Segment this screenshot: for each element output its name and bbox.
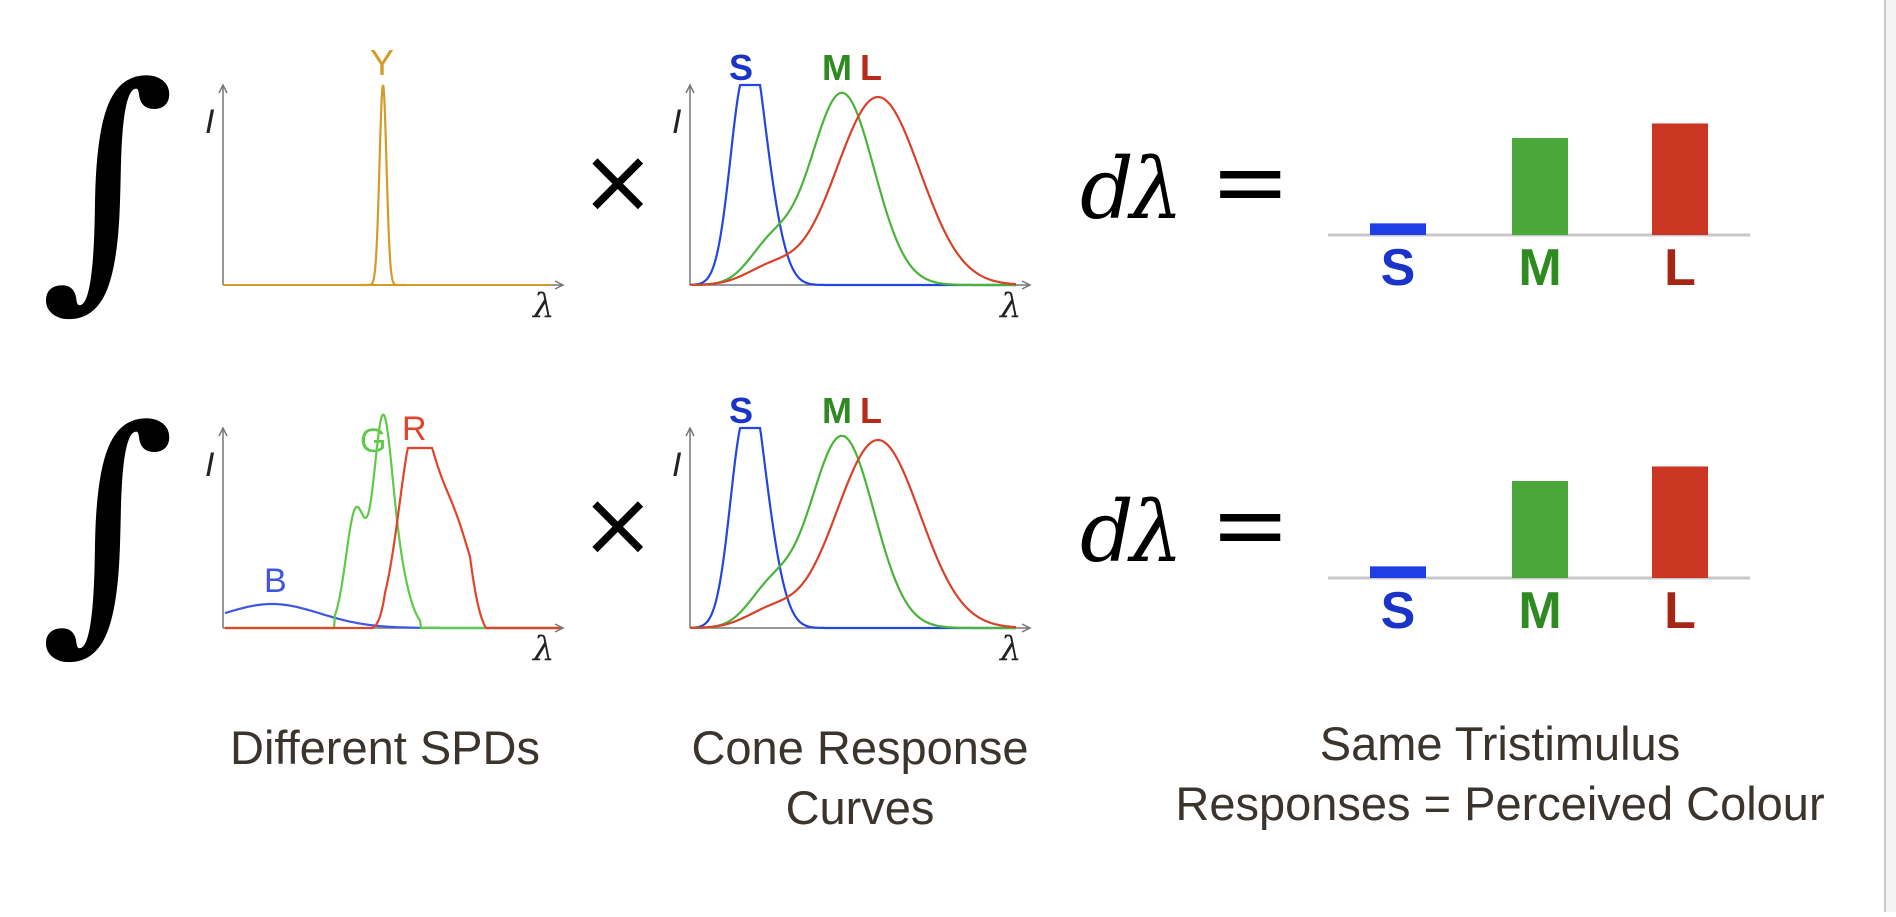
equals-symbol-2: = — [1210, 469, 1290, 581]
cone-l-label-2: L — [860, 390, 882, 431]
lambda-symbol-1: λ — [1127, 140, 1183, 238]
spd-y-label: Y — [370, 42, 394, 83]
cone-s-curve-1 — [689, 83, 1016, 287]
tristimulus-bar-s-1 — [1370, 223, 1426, 235]
spd-y-curve — [360, 84, 406, 287]
caption-cones-line2: Curves — [785, 781, 935, 834]
d-symbol-2: d — [1080, 483, 1134, 581]
spd-plot-1-x-arrow — [554, 280, 565, 290]
cone-plot-2-x-arrow — [1021, 623, 1032, 633]
spd-plot-1-x-label: λ — [531, 286, 555, 326]
caption-tristimulus-line1: Same Tristimulus — [1319, 717, 1681, 770]
cone-plot-1-y-label: I — [672, 103, 682, 141]
cone-plot-2-x-label: λ — [998, 629, 1022, 669]
spd-b-label: B — [264, 562, 287, 600]
cone-m-curve-1 — [690, 91, 1016, 287]
cone-m-curve-2 — [690, 434, 1016, 630]
tristimulus-bar-m-1 — [1512, 138, 1568, 235]
caption-spd: Different SPDs — [190, 718, 580, 778]
cone-plot-2-y-arrow — [685, 426, 695, 437]
tristimulus-label-s-1: S — [1381, 239, 1416, 297]
cone-l-label-1: L — [860, 47, 882, 88]
spd-r-label: R — [402, 410, 427, 448]
tristimulus-bar-l-1 — [1652, 123, 1708, 235]
tristimulus-label-l-2: L — [1664, 582, 1696, 640]
cone-l-curve-1 — [690, 95, 1016, 286]
tristimulus-bar-m-2 — [1512, 481, 1568, 578]
cone-plot-1-x-label: λ — [998, 286, 1022, 326]
times-symbol-1: × — [580, 129, 655, 234]
caption-tristimulus: Same Tristimulus Responses = Perceived C… — [1140, 714, 1860, 834]
spd-plot-2-x-label: λ — [531, 629, 555, 669]
tristimulus-label-m-1: M — [1518, 239, 1561, 297]
cone-plot-1-x-arrow — [1021, 280, 1032, 290]
spd-plot-1-y-arrow — [218, 83, 228, 94]
spd-plot-1-y-label: I — [205, 103, 215, 141]
cone-s-label-1: S — [729, 47, 753, 88]
d-symbol-1: d — [1080, 140, 1134, 238]
caption-spd-text: Different SPDs — [230, 721, 540, 774]
caption-cones-line1: Cone Response — [691, 721, 1029, 774]
caption-cones: Cone Response Curves — [640, 718, 1080, 838]
equals-symbol-1: = — [1210, 126, 1290, 238]
lambda-symbol-2: λ — [1127, 483, 1183, 581]
integral-symbol-2: ∫ — [40, 375, 175, 677]
cone-s-curve-2 — [689, 426, 1016, 630]
tristimulus-label-m-2: M — [1518, 582, 1561, 640]
scrollbar-track[interactable] — [1884, 0, 1896, 912]
spd-plot-2-x-arrow — [554, 623, 565, 633]
spd-b-curve — [224, 602, 559, 630]
spd-g-label: G — [360, 422, 386, 460]
cone-plot-1-y-arrow — [685, 83, 695, 94]
cone-m-label-2: M — [822, 390, 852, 431]
spd-plot-2-y-arrow — [218, 426, 228, 437]
cone-s-label-2: S — [729, 390, 753, 431]
integral-symbol-1: ∫ — [40, 32, 175, 334]
tristimulus-bar-l-2 — [1652, 466, 1708, 578]
cone-plot-2-y-label: I — [672, 446, 682, 484]
times-symbol-2: × — [580, 472, 655, 577]
tristimulus-label-s-2: S — [1381, 582, 1416, 640]
spd-r-curve — [225, 446, 560, 630]
tristimulus-bar-s-2 — [1370, 566, 1426, 578]
cone-m-label-1: M — [822, 47, 852, 88]
spd-plot-2-y-label: I — [205, 446, 215, 484]
tristimulus-label-l-1: L — [1664, 239, 1696, 297]
caption-tristimulus-line2: Responses = Perceived Colour — [1175, 777, 1825, 830]
cone-l-curve-2 — [690, 438, 1016, 629]
